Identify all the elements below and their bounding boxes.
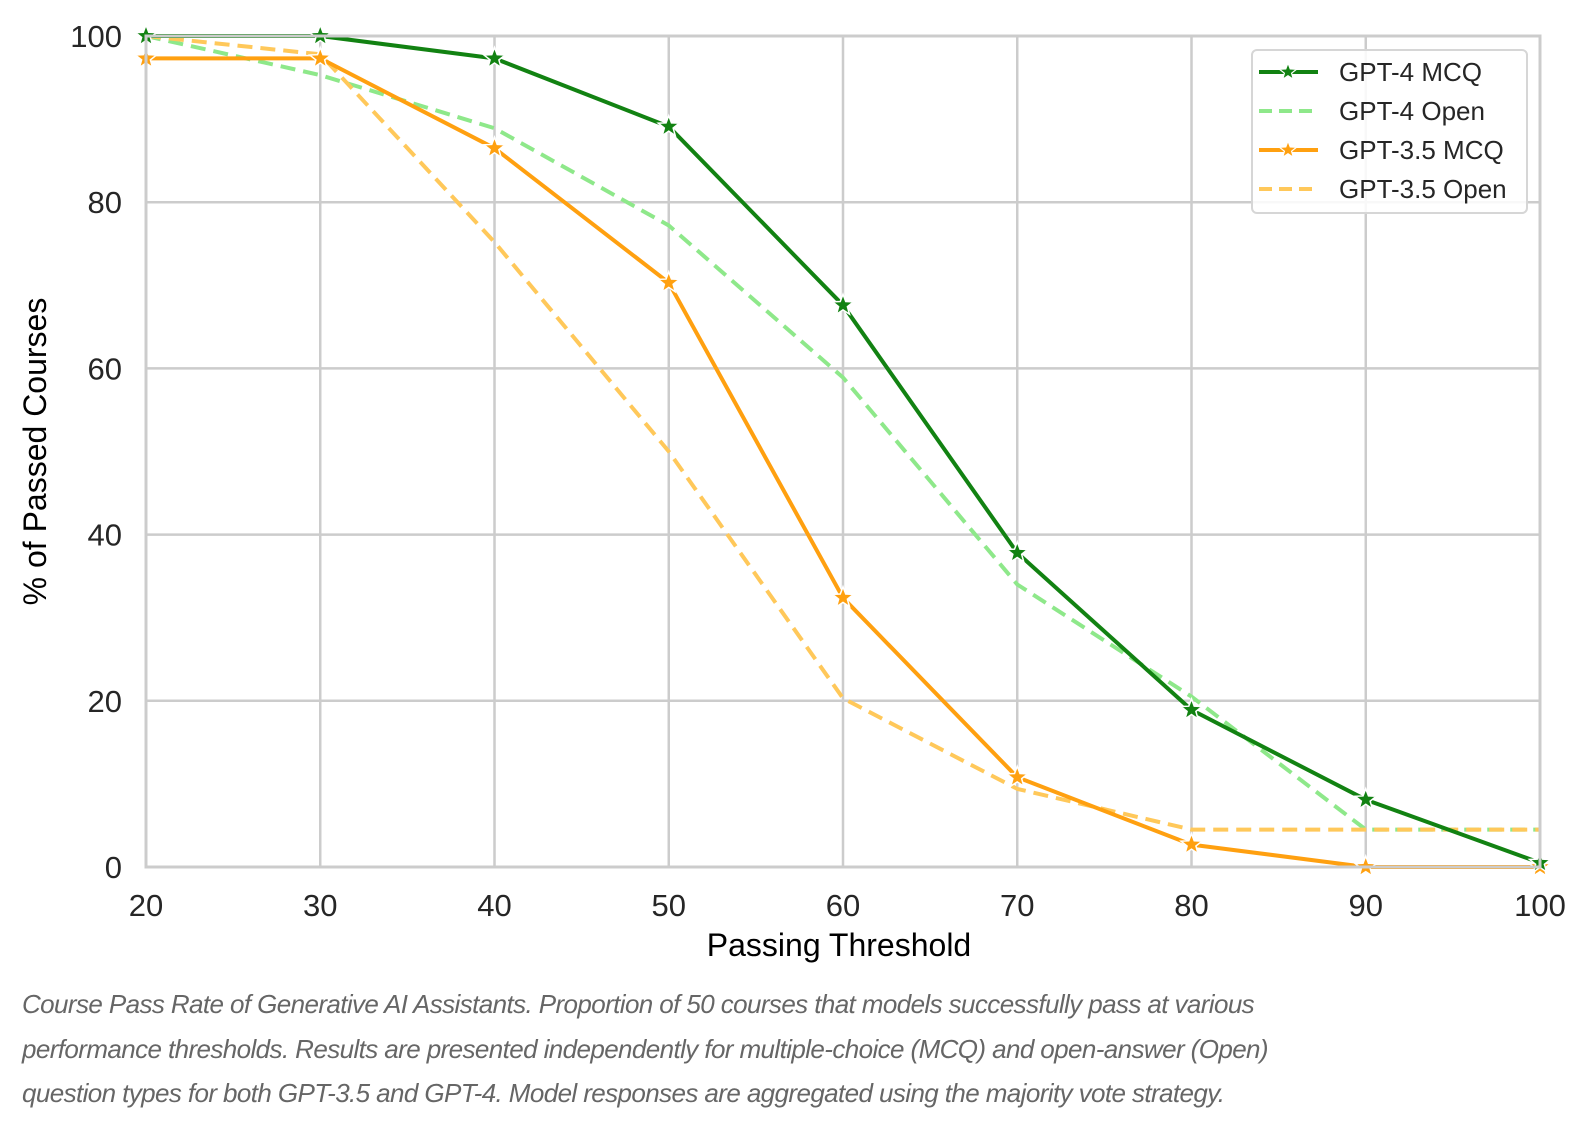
data-point-star	[482, 45, 507, 70]
x-tick-label: 80	[1174, 888, 1208, 923]
x-axis-label: Passing Threshold	[707, 927, 971, 963]
series-gpt-4-mcq	[133, 22, 1553, 874]
x-tick-label: 90	[1349, 888, 1383, 923]
data-point-star	[307, 45, 333, 70]
y-tick-label: 80	[88, 185, 122, 220]
y-tick-label: 40	[88, 518, 122, 553]
x-tick-label: 70	[1000, 888, 1034, 923]
caption-line: performance thresholds. Results are pres…	[22, 1033, 1269, 1064]
legend-box	[1251, 49, 1528, 214]
caption-line: Course Pass Rate of Generative AI Assist…	[22, 989, 1255, 1019]
data-point-star	[1179, 831, 1204, 856]
legend: GPT-4 MCQ GPT-4 Open GPT-3.5 MCQ GPT-3.5 Op…	[1251, 49, 1528, 214]
legend-label: GPT-4 Open	[1339, 96, 1485, 126]
star-icon	[1277, 61, 1299, 81]
data-point-star	[482, 135, 507, 159]
legend-item: GPT-4 Open	[1259, 96, 1485, 126]
y-tick-labels: 0 20 40 60 80 100	[70, 19, 122, 885]
data-point-star	[656, 269, 682, 294]
y-axis-label: % of Passed Courses	[17, 298, 53, 606]
x-tick-label: 100	[1514, 888, 1566, 923]
y-tick-label: 60	[88, 351, 122, 386]
series-layer	[133, 22, 1553, 878]
star-icon	[1277, 139, 1299, 159]
legend-item: GPT-4 MCQ	[1259, 57, 1482, 87]
data-point-star	[1353, 786, 1379, 811]
y-tick-label: 100	[70, 19, 122, 54]
data-point-star	[830, 292, 856, 316]
plot-frame	[144, 34, 1542, 869]
x-tick-label: 40	[477, 888, 511, 923]
legend-label: GPT-3.5 MCQ	[1339, 135, 1504, 165]
x-tick-label: 50	[652, 888, 686, 923]
y-tick-label: 20	[88, 684, 122, 719]
x-tick-label: 60	[826, 888, 860, 923]
x-tick-label: 20	[129, 888, 163, 923]
series-line	[145, 34, 1540, 832]
legend-item: GPT-3.5 MCQ	[1259, 135, 1504, 165]
x-tick-labels: 20 30 40 50 60 70 80 90 100	[129, 888, 1566, 923]
data-point-star	[1179, 696, 1204, 721]
legend-item: GPT-3.5 Open	[1259, 174, 1507, 204]
x-tick-label: 30	[303, 888, 337, 923]
data-point-star	[1004, 764, 1030, 788]
data-point-star	[1004, 539, 1030, 564]
caption-line: question types for both GPT-3.5 and GPT-…	[22, 1078, 1225, 1108]
data-point-star	[830, 584, 856, 609]
data-point-star	[656, 113, 682, 138]
legend-label: GPT-4 MCQ	[1339, 57, 1482, 87]
figure-caption: Course Pass Rate of Generative AI Assist…	[22, 982, 1582, 1116]
y-tick-label: 0	[105, 850, 122, 885]
legend-label: GPT-3.5 Open	[1339, 174, 1507, 204]
